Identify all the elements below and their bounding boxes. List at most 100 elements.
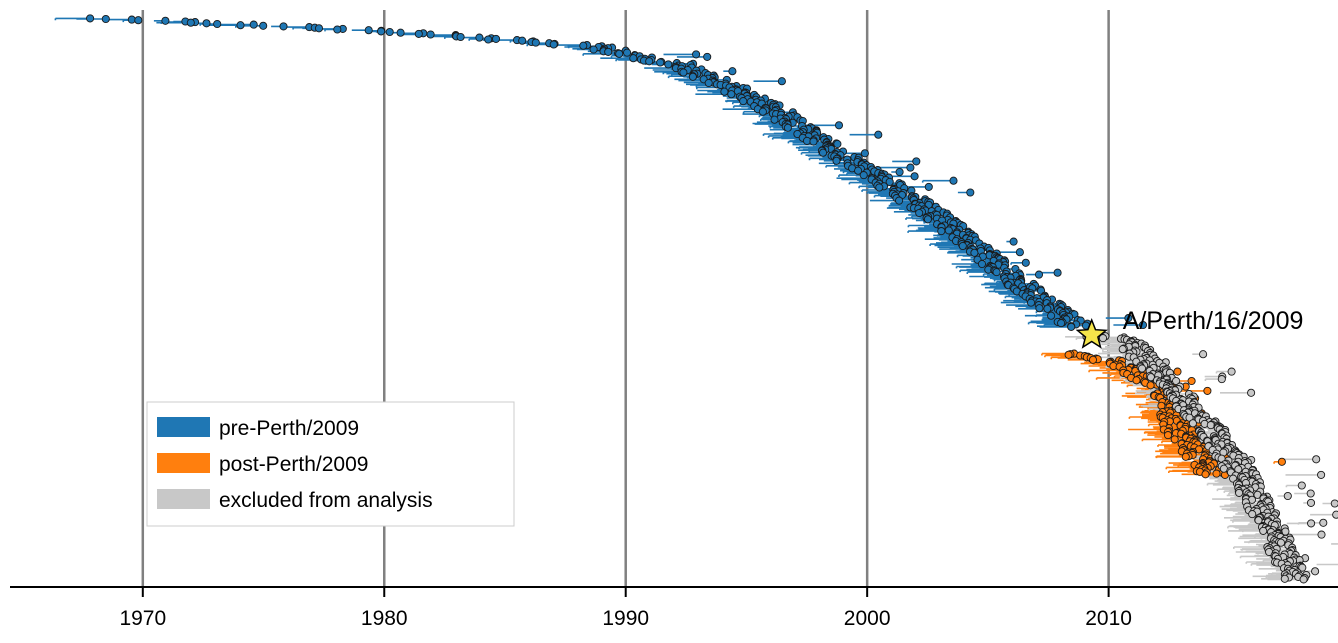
legend-swatch-pre: [157, 417, 210, 437]
tip-2-287: [1332, 510, 1338, 519]
tip-2-332: [1276, 538, 1286, 547]
tip-2-319: [1317, 530, 1326, 539]
tip-2-240: [1297, 481, 1306, 490]
tip-0-57: [615, 49, 624, 58]
tip-2-313: [1259, 526, 1268, 535]
tip-0-395: [977, 259, 987, 269]
tip-2-52: [1137, 364, 1147, 373]
tip-0-240: [906, 163, 915, 172]
tip-0-122: [727, 90, 736, 99]
tip-2-91: [1247, 388, 1256, 397]
tip-2-140: [1188, 419, 1197, 428]
tip-0-94: [688, 72, 697, 81]
tip-0-133: [739, 97, 748, 106]
tip-0-230: [912, 157, 921, 166]
tip-2-253: [1306, 489, 1315, 498]
perth-annotation-label: A/Perth/16/2009: [1123, 307, 1304, 335]
tip-0-247: [895, 167, 904, 177]
tip-0-118: [720, 87, 729, 96]
tip-0-263: [885, 177, 894, 186]
tip-1-138: [1170, 435, 1179, 444]
tip-0-408: [992, 268, 1001, 277]
tip-2-390: [1280, 574, 1289, 583]
tip-0-21: [377, 27, 386, 36]
tip-0-217: [860, 149, 869, 158]
legend-label-excluded: excluded from analysis: [219, 489, 433, 512]
tip-2-286: [1248, 510, 1257, 519]
tip-0-44: [579, 41, 588, 50]
x-tick-label-1990: 1990: [602, 607, 649, 630]
tip-0-496: [1067, 322, 1076, 331]
tip-2-29: [1199, 350, 1208, 359]
tip-2-391: [1299, 575, 1308, 584]
tip-0-16: [314, 24, 324, 33]
tip-2-223: [1317, 470, 1326, 479]
tip-0-87: [679, 68, 688, 77]
tip-0-22: [385, 27, 394, 37]
tip-2-252: [1235, 488, 1244, 497]
tip-0-18: [333, 25, 342, 34]
x-axis-ticks: 1970 1980 1990 2000 2010: [119, 587, 1132, 630]
tip-0-482: [1124, 314, 1133, 323]
tip-0-25: [414, 29, 423, 38]
tip-1-43: [1132, 376, 1141, 385]
tip-0-412: [1034, 270, 1044, 279]
tip-0-13: [279, 22, 288, 31]
tip-1-131: [1163, 431, 1173, 440]
tip-0-467: [1043, 304, 1052, 313]
perth-annotation: A/Perth/16/2009: [1075, 307, 1304, 349]
tip-0-0: [86, 14, 95, 23]
tip-2-372: [1298, 563, 1307, 572]
tip-2-143: [1206, 421, 1215, 430]
tip-2-269: [1330, 499, 1338, 508]
tip-0-104: [704, 78, 713, 88]
tip-2-296: [1254, 516, 1263, 525]
tip-0-71: [656, 58, 665, 67]
tip-0-33: [491, 34, 501, 43]
tip-0-457: [1026, 298, 1036, 307]
tip-0-293: [895, 196, 904, 205]
tip-0-493: [1138, 320, 1148, 330]
tip-0-366: [958, 241, 967, 251]
tip-0-466: [1035, 304, 1044, 313]
tip-0-69: [645, 57, 654, 66]
tip-0-229: [832, 156, 841, 165]
tip-0-85: [728, 67, 737, 76]
tip-0-19: [364, 26, 373, 35]
tip-0-163: [770, 115, 779, 124]
tip-0-50: [589, 45, 598, 54]
tip-2-3: [1098, 334, 1108, 343]
tip-0-187: [874, 130, 883, 139]
tip-0-54: [604, 47, 613, 56]
tip-1-51: [1146, 381, 1155, 390]
tip-0-42: [549, 40, 558, 49]
tip-2-57: [1227, 367, 1236, 376]
tip-0-341: [944, 226, 953, 235]
tip-0-58: [692, 50, 701, 59]
tip-0-359: [1009, 237, 1018, 246]
tip-0-271: [924, 182, 933, 191]
x-tick-label-2000: 2000: [844, 607, 891, 630]
tip-0-26: [426, 30, 435, 39]
tip-2-378: [1311, 567, 1320, 576]
tip-0-10: [249, 20, 258, 29]
tree-tips: [86, 14, 1338, 584]
tip-0-261: [949, 176, 958, 185]
tip-0-8: [202, 19, 211, 28]
tip-0-245: [854, 166, 863, 175]
tip-0-74: [664, 60, 673, 69]
tip-2-198: [1312, 455, 1321, 464]
tip-0-323: [923, 215, 932, 224]
tip-0-150: [758, 107, 767, 116]
tip-0-478: [1047, 311, 1056, 320]
tip-1-44: [1187, 376, 1196, 386]
tip-0-11: [236, 21, 245, 30]
tip-0-55: [623, 48, 632, 57]
tip-0-101: [777, 77, 786, 86]
tip-0-254: [910, 172, 919, 181]
tip-0-377: [970, 248, 979, 257]
tip-0-216: [818, 148, 828, 157]
tip-0-409: [1053, 268, 1062, 277]
tip-0-342: [937, 227, 946, 236]
